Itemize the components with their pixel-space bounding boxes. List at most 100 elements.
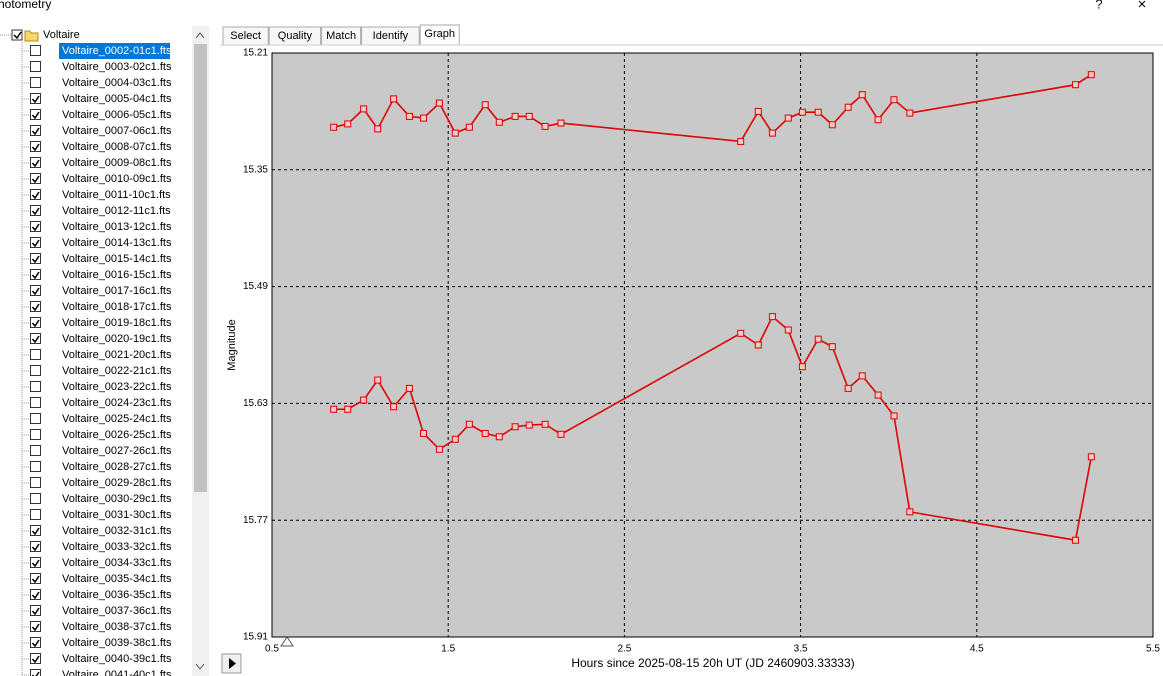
checkbox[interactable] — [30, 349, 41, 360]
data-point[interactable] — [451, 129, 459, 137]
checkbox[interactable] — [30, 621, 41, 632]
data-point[interactable] — [828, 343, 836, 351]
data-point[interactable] — [874, 116, 882, 124]
tree-item[interactable]: Voltaire_0010-09c1.fts — [62, 173, 172, 185]
tree-item[interactable]: Voltaire_0028-27c1.fts — [62, 461, 172, 473]
checkbox[interactable] — [30, 109, 41, 120]
root-checkbox[interactable] — [11, 29, 23, 41]
data-point[interactable] — [754, 341, 762, 349]
tree-item[interactable]: Voltaire_0035-34c1.fts — [62, 573, 172, 585]
checkbox[interactable] — [30, 509, 41, 520]
tree-item[interactable]: Voltaire_0025-24c1.fts — [62, 413, 172, 425]
tree-item[interactable]: Voltaire_0005-04c1.fts — [62, 93, 172, 105]
scroll-up[interactable] — [195, 32, 205, 39]
data-point[interactable] — [1087, 453, 1095, 461]
tree-item[interactable]: Voltaire_0039-38c1.fts — [62, 637, 172, 649]
tree-item[interactable]: Voltaire_0013-12c1.fts — [62, 221, 172, 233]
tree-item[interactable]: Voltaire_0022-21c1.fts — [62, 365, 172, 377]
data-point[interactable] — [754, 107, 762, 115]
data-point[interactable] — [784, 114, 792, 122]
data-point[interactable] — [420, 429, 428, 437]
tree-item[interactable]: Voltaire_0029-28c1.fts — [62, 477, 172, 489]
tree-item[interactable]: Voltaire_0030-29c1.fts — [62, 493, 172, 505]
tree-item[interactable]: Voltaire_0033-32c1.fts — [62, 541, 172, 553]
tree-item[interactable]: Voltaire_0015-14c1.fts — [62, 253, 172, 265]
checkbox[interactable] — [30, 317, 41, 328]
data-point[interactable] — [541, 420, 549, 428]
data-point[interactable] — [768, 129, 776, 137]
tree-item[interactable]: Voltaire_0004-03c1.fts — [62, 77, 172, 89]
tab-label[interactable]: Identify — [373, 30, 409, 42]
data-point[interactable] — [435, 445, 443, 453]
data-point[interactable] — [798, 363, 806, 371]
data-point[interactable] — [465, 123, 473, 131]
tab-label[interactable]: Select — [230, 30, 261, 42]
data-point[interactable] — [330, 405, 338, 413]
data-point[interactable] — [890, 412, 898, 420]
tree-item[interactable]: Voltaire_0018-17c1.fts — [62, 301, 172, 313]
data-point[interactable] — [511, 112, 519, 120]
data-point[interactable] — [344, 405, 352, 413]
data-point[interactable] — [511, 423, 519, 431]
checkbox[interactable] — [30, 589, 41, 600]
data-point[interactable] — [405, 112, 413, 120]
scroll-down[interactable] — [195, 663, 205, 670]
tree-item[interactable]: Voltaire_0012-11c1.fts — [62, 205, 171, 217]
data-point[interactable] — [737, 137, 745, 145]
checkbox[interactable] — [30, 397, 41, 408]
data-point[interactable] — [844, 103, 852, 111]
data-point[interactable] — [405, 384, 413, 392]
checkbox[interactable] — [30, 525, 41, 536]
data-point[interactable] — [1071, 81, 1079, 89]
data-point[interactable] — [451, 435, 459, 443]
tree-item[interactable]: Voltaire_0002-01c1.fts — [62, 45, 172, 57]
data-point[interactable] — [858, 91, 866, 99]
data-point[interactable] — [557, 119, 565, 127]
checkbox[interactable] — [30, 445, 41, 456]
tree-item[interactable]: Voltaire_0032-31c1.fts — [62, 525, 172, 537]
checkbox[interactable] — [30, 605, 41, 616]
data-point[interactable] — [828, 121, 836, 129]
data-point[interactable] — [906, 508, 914, 516]
checkbox[interactable] — [30, 669, 41, 676]
data-point[interactable] — [814, 335, 822, 343]
checkbox[interactable] — [30, 461, 41, 472]
checkbox[interactable] — [30, 653, 41, 664]
checkbox[interactable] — [30, 637, 41, 648]
tree-item[interactable]: Voltaire_0041-40c1.fts — [62, 669, 172, 676]
scroll-thumb[interactable] — [194, 44, 207, 492]
checkbox[interactable] — [30, 541, 41, 552]
tree-item[interactable]: Voltaire_0008-07c1.fts — [62, 141, 172, 153]
tree-item[interactable]: Voltaire_0034-33c1.fts — [62, 557, 172, 569]
data-point[interactable] — [814, 108, 822, 116]
data-point[interactable] — [481, 429, 489, 437]
data-point[interactable] — [495, 118, 503, 126]
data-point[interactable] — [495, 433, 503, 441]
checkbox[interactable] — [30, 157, 41, 168]
tree-item[interactable]: Voltaire_0009-08c1.fts — [62, 157, 172, 169]
checkbox[interactable] — [30, 125, 41, 136]
data-point[interactable] — [844, 384, 852, 392]
data-point[interactable] — [330, 123, 338, 131]
data-point[interactable] — [525, 421, 533, 429]
checkbox[interactable] — [30, 333, 41, 344]
checkbox[interactable] — [30, 221, 41, 232]
close-button[interactable]: × — [1138, 0, 1147, 13]
data-point[interactable] — [390, 95, 398, 103]
checkbox[interactable] — [30, 189, 41, 200]
checkbox[interactable] — [30, 493, 41, 504]
data-point[interactable] — [344, 120, 352, 128]
tab-label[interactable]: Match — [326, 30, 356, 42]
data-point[interactable] — [541, 122, 549, 130]
checkbox[interactable] — [30, 205, 41, 216]
data-point[interactable] — [906, 109, 914, 117]
checkbox[interactable] — [30, 573, 41, 584]
data-point[interactable] — [1071, 536, 1079, 544]
tree-item[interactable]: Voltaire_0027-26c1.fts — [62, 445, 172, 457]
checkbox[interactable] — [30, 365, 41, 376]
data-point[interactable] — [435, 99, 443, 107]
tree-item[interactable]: Voltaire_0011-10c1.fts — [62, 189, 171, 201]
checkbox[interactable] — [30, 429, 41, 440]
tree-item[interactable]: Voltaire_0023-22c1.fts — [62, 381, 172, 393]
tree-item[interactable]: Voltaire_0006-05c1.fts — [62, 109, 172, 121]
